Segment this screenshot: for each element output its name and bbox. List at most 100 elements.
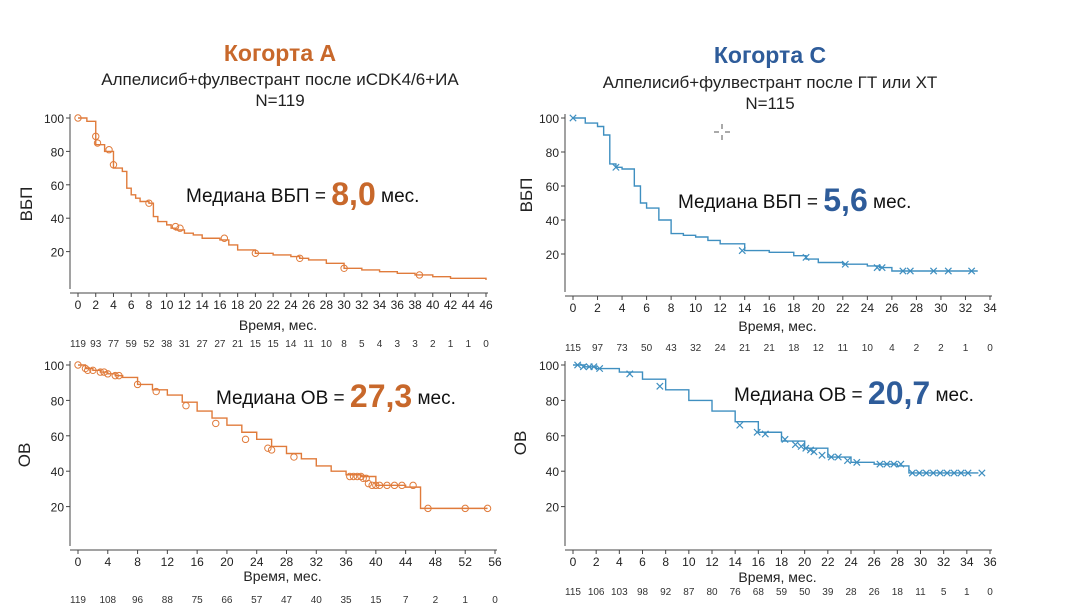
chart-c_os: 2040608010001152106410369889210871280147…	[511, 359, 997, 598]
censor-mark	[944, 267, 952, 275]
censor-mark	[409, 481, 417, 490]
x-tick-label: 10	[160, 298, 174, 312]
x-tick-label: 8	[668, 301, 675, 315]
at-risk-count: 4	[889, 343, 895, 354]
censor-mark	[100, 368, 108, 376]
x-tick-label: 16	[190, 555, 204, 569]
x-tick-label: 0	[75, 298, 82, 312]
y-tick-label: 40	[546, 214, 560, 228]
at-risk-count: 50	[641, 343, 653, 354]
survival-curve	[78, 117, 487, 280]
x-tick-label: 30	[914, 555, 928, 569]
x-tick-label: 16	[763, 301, 777, 315]
x-tick-label: 10	[682, 555, 696, 569]
x-axis-label: Время, мес.	[243, 568, 321, 584]
at-risk-count: 50	[799, 587, 811, 598]
at-risk-count: 1	[448, 339, 454, 350]
censor-mark	[791, 441, 800, 449]
censor-mark	[290, 453, 298, 461]
censor-mark	[906, 267, 914, 275]
censor-mark	[424, 504, 432, 513]
at-risk-count: 10	[321, 339, 333, 350]
censor-mark	[802, 444, 810, 452]
median-prefix: Медиана ОВ =	[734, 385, 868, 406]
censor-mark	[359, 474, 367, 482]
median-value: 5,6	[823, 182, 868, 218]
x-tick-label: 22	[821, 555, 835, 569]
x-tick-label: 32	[355, 298, 369, 312]
at-risk-count: 2	[430, 339, 436, 350]
at-risk-count: 80	[706, 587, 718, 598]
x-tick-label: 4	[619, 301, 626, 315]
censor-mark	[296, 254, 304, 262]
x-tick-label: 20	[249, 298, 263, 312]
x-tick-label: 34	[983, 301, 997, 315]
at-risk-count: 31	[179, 339, 191, 350]
y-tick-label: 60	[51, 179, 65, 193]
censor-mark	[74, 361, 82, 369]
x-tick-label: 32	[937, 555, 951, 569]
y-tick-label: 40	[51, 465, 65, 479]
x-tick-label: 4	[110, 298, 117, 312]
x-tick-label: 6	[639, 555, 646, 569]
censor-mark	[897, 460, 905, 468]
at-risk-count: 59	[776, 587, 788, 598]
censor-mark	[398, 481, 406, 490]
x-tick-label: 22	[266, 298, 280, 312]
at-risk-count: 108	[99, 595, 116, 606]
x-tick-label: 12	[178, 298, 192, 312]
at-risk-count: 87	[683, 587, 695, 598]
x-tick-label: 14	[195, 298, 209, 312]
at-risk-count: 12	[813, 343, 825, 354]
y-tick-label: 100	[539, 112, 559, 126]
median-suffix: мес.	[930, 385, 974, 406]
at-risk-count: 96	[132, 595, 144, 606]
censor-mark	[908, 469, 917, 477]
x-tick-label: 18	[775, 555, 789, 569]
censor-mark	[267, 446, 276, 454]
censor-mark	[753, 428, 761, 436]
censor-mark	[74, 114, 82, 122]
censor-mark	[220, 234, 229, 242]
censor-mark	[964, 469, 972, 477]
y-tick-label: 80	[546, 394, 560, 408]
cohort-a-title: Когорта А	[223, 40, 337, 66]
x-tick-label: 10	[689, 301, 703, 315]
at-risk-count: 4	[377, 339, 383, 350]
at-risk-count: 77	[108, 339, 120, 350]
at-risk-count: 24	[715, 343, 727, 354]
censor-mark	[264, 444, 272, 452]
censor-mark	[781, 435, 789, 443]
median-value: 20,7	[867, 375, 931, 411]
x-tick-label: 34	[960, 555, 974, 569]
censor-mark	[83, 366, 92, 375]
cohort-a-n: N=119	[255, 91, 305, 110]
y-tick-label: 100	[539, 359, 559, 373]
x-tick-label: 14	[738, 301, 752, 315]
y-tick-label: 60	[546, 430, 560, 444]
at-risk-count: 52	[143, 339, 155, 350]
x-tick-label: 36	[983, 555, 997, 569]
censor-mark	[104, 370, 112, 378]
censor-mark	[115, 371, 123, 380]
at-risk-count: 35	[341, 595, 353, 606]
censor-mark	[357, 472, 365, 481]
y-tick-label: 100	[44, 359, 64, 373]
at-risk-count: 11	[303, 339, 314, 350]
censor-mark	[950, 469, 958, 477]
at-risk-count: 47	[281, 595, 293, 606]
survival-curve	[573, 117, 978, 272]
at-risk-count: 15	[250, 339, 262, 350]
x-tick-label: 24	[284, 298, 298, 312]
censor-mark	[612, 163, 620, 171]
cohort-a-subtitle: Алпелисиб+фулвестрант после иCDK4/6+ИА	[101, 70, 459, 89]
censor-mark	[978, 469, 986, 477]
x-tick-label: 26	[867, 555, 881, 569]
x-axis-label: Время, мес.	[239, 317, 317, 333]
x-tick-label: 44	[462, 298, 476, 312]
at-risk-count: 73	[616, 343, 628, 354]
censor-mark	[834, 453, 842, 461]
censor-mark	[93, 139, 102, 147]
x-tick-label: 40	[369, 555, 383, 569]
y-tick-label: 80	[546, 146, 560, 160]
